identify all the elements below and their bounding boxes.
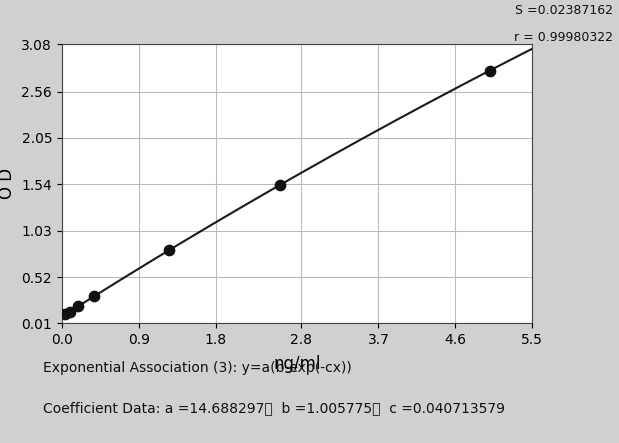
Point xyxy=(61,311,71,318)
Point xyxy=(73,303,83,310)
Point xyxy=(164,247,174,254)
Y-axis label: O D: O D xyxy=(0,168,16,199)
Text: Coefficient Data: a =14.688297；  b =1.005775；  c =0.040713579: Coefficient Data: a =14.688297； b =1.005… xyxy=(43,401,505,415)
Point xyxy=(64,308,74,315)
X-axis label: ng/ml: ng/ml xyxy=(274,355,321,373)
Point xyxy=(90,292,100,299)
Point xyxy=(275,181,285,188)
Text: r = 0.99980322: r = 0.99980322 xyxy=(514,31,613,44)
Text: S =0.02387162: S =0.02387162 xyxy=(515,4,613,17)
Text: Exponential Association (3): y=a(b-exp(-cx)): Exponential Association (3): y=a(b-exp(-… xyxy=(43,361,352,375)
Point xyxy=(485,67,495,74)
